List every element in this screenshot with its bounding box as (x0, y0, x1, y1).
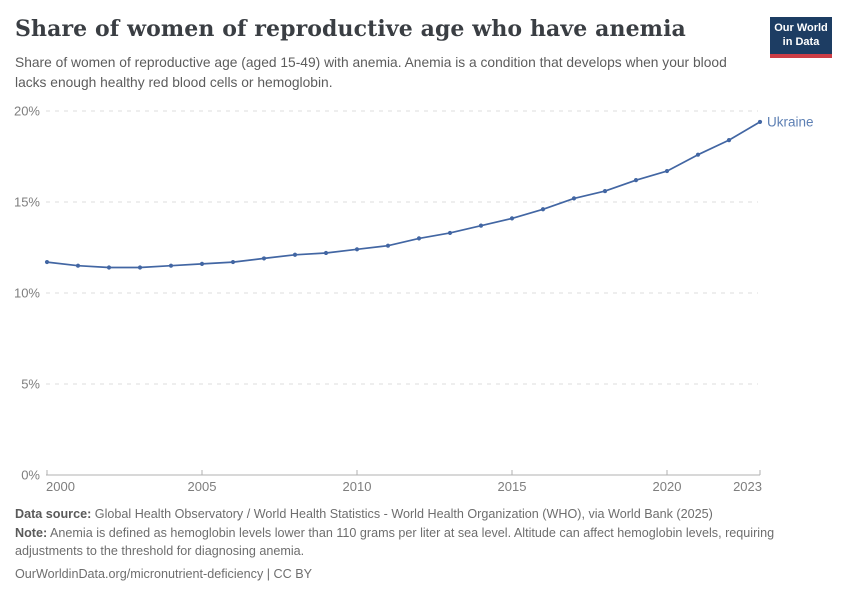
data-point (44, 259, 50, 265)
note-row: Note: Anemia is defined as hemoglobin le… (15, 525, 833, 560)
data-point (323, 250, 329, 256)
y-tick-label: 5% (21, 377, 40, 392)
data-point (478, 223, 484, 228)
data-point (540, 207, 546, 212)
data-point (385, 243, 391, 248)
data-point (75, 263, 81, 268)
y-tick-label: 10% (14, 286, 40, 301)
x-tick-label: 2005 (188, 479, 217, 494)
data-point (354, 247, 360, 252)
data-source-label: Data source: (15, 507, 92, 521)
owid-logo: Our World in Data (770, 17, 832, 58)
data-point (726, 138, 732, 143)
note-label: Note: (15, 526, 48, 541)
note-text: Anemia is defined as hemoglobin levels l… (15, 526, 775, 558)
data-point (695, 152, 701, 157)
y-tick-label: 0% (21, 468, 40, 483)
owid-logo-line1: Our World (774, 22, 828, 34)
data-point (230, 259, 236, 265)
chart-subtitle: Share of women of reproductive age (aged… (15, 55, 727, 90)
data-point (106, 265, 112, 270)
data-point (633, 178, 639, 183)
data-point (447, 230, 453, 236)
citation-url: OurWorldinData.org/micronutrient-deficie… (15, 567, 312, 582)
chart-footer: Data source: Global Health Observatory /… (15, 506, 833, 584)
data-point (757, 119, 763, 125)
data-point (571, 196, 577, 201)
data-source-row: Data source: Global Health Observatory /… (15, 506, 833, 523)
data-point (199, 261, 205, 266)
x-tick-label: 2000 (46, 479, 75, 494)
data-point (509, 216, 515, 221)
data-point (664, 168, 670, 174)
y-tick-label: 15% (14, 195, 40, 210)
y-tick-label: 20% (14, 104, 40, 119)
data-point (168, 263, 174, 268)
x-tick-label: 2010 (343, 479, 372, 494)
chart-title: Share of women of reproductive age who h… (15, 16, 686, 42)
data-point (292, 252, 298, 257)
x-tick-label: 2020 (653, 479, 682, 494)
x-tick-label: 2015 (498, 479, 527, 494)
owid-logo-line2: in Data (782, 35, 820, 48)
data-point (416, 236, 422, 241)
data-series-line (46, 121, 761, 269)
line-chart: 0% 5% 10% 15% 20% 2000 2005 2010 2015 2020 2023 Ukr… (14, 104, 814, 495)
data-point (602, 188, 608, 194)
entity-label: Ukraine (767, 114, 814, 129)
x-tick-label: 2023 (733, 479, 762, 494)
data-point (261, 256, 267, 261)
data-point (137, 265, 143, 270)
data-source-text: Global Health Observatory / World Health… (94, 507, 713, 521)
